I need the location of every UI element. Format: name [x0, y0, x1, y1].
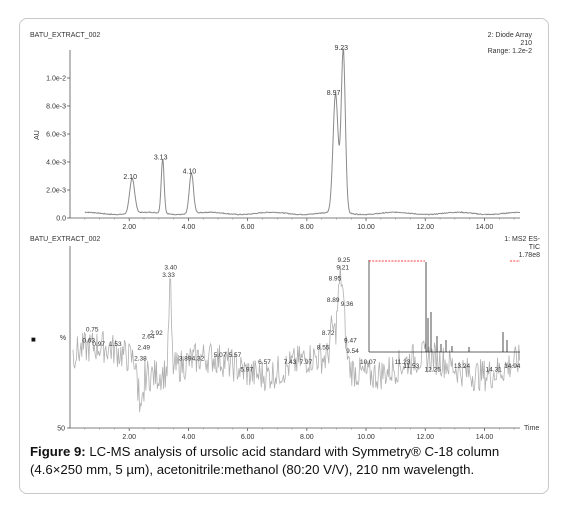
peak-label: 3.33: [162, 272, 175, 279]
y-tick-label: 2.0e-3: [46, 188, 66, 195]
bottom-peak-labels: 0.63 0.75 0.97 1.53 2.38 2.49 2.642.92 3.333.40…: [82, 257, 520, 373]
x-tick-label: 14.00: [476, 434, 494, 441]
x-tick-label: 14.00: [476, 224, 494, 231]
peak-label: 9.54: [346, 348, 359, 355]
peak-label: 9.47: [344, 337, 357, 344]
caption-text: LC-MS analysis of ursolic acid standard …: [30, 444, 500, 477]
top-detector-line-1: 2: Diode Array: [488, 32, 533, 39]
peak-label: 6.57: [258, 359, 271, 366]
peak-label: 14.94: [504, 363, 521, 370]
figure-caption: Figure 9: LC-MS analysis of ursolic acid…: [30, 443, 546, 479]
peak-label: 2.92: [150, 330, 163, 337]
peak-label: 9.21: [336, 264, 349, 271]
peak-label: 1.53: [109, 341, 122, 348]
peak-label: 2.64: [142, 334, 155, 341]
bottom-detector-line-3: 1.78e8: [519, 252, 541, 259]
y-tick-label: 0.0: [56, 216, 66, 223]
peak-label: 0.97: [92, 341, 105, 348]
ms-spectrum-inset: [368, 260, 520, 353]
peak-label: 12.25: [425, 366, 442, 373]
peak-label: 0.63: [82, 337, 95, 344]
figure-frame: [19, 18, 549, 494]
x-tick-label: 2.00: [122, 434, 136, 441]
top-panel-uv-chromatogram: BATU_EXTRACT_002 2: Diode Array 210 Rang…: [30, 32, 532, 231]
caption-label: Figure 9:: [30, 444, 86, 459]
x-tick-label: 2.00: [122, 224, 136, 231]
peak-label: 3.89: [179, 355, 192, 362]
bottom-panel-label: BATU_EXTRACT_002: [30, 236, 100, 243]
peak-label: 2.38: [134, 355, 147, 362]
bottom-y-ticks: 50: [57, 426, 70, 433]
peak-label: 11.23: [395, 359, 411, 366]
y-tick-label: 4.0e-3: [46, 160, 66, 167]
peak-label: 5.97: [240, 366, 253, 373]
x-tick-label: 10.00: [357, 224, 375, 231]
bottom-detector-line-2: TIC: [529, 244, 540, 251]
peak-label: 0.75: [86, 326, 99, 333]
top-y-ticks: 0.0 2.0e-3 4.0e-3 6.0e-3 8.0e-3 1.0e-2: [46, 76, 70, 223]
y-tick-label: 8.0e-3: [46, 104, 66, 111]
peak-label: 3.40: [164, 264, 177, 271]
bottom-y-axis-label: %: [60, 335, 66, 342]
peak-label: 4.32: [192, 355, 205, 362]
y-tick-label: 6.0e-3: [46, 132, 66, 139]
peak-label: 14.31: [486, 366, 503, 373]
x-tick-label: 6.00: [241, 434, 255, 441]
top-peak-labels: 2.10 3.13 4.10 8.97 9.23: [123, 45, 348, 181]
y-tick-label: 1.0e-2: [46, 76, 66, 83]
x-tick-label: 6.00: [241, 224, 255, 231]
bottom-panel-ms-tic: BATU_EXTRACT_002 1: MS2 ES- TIC 1.78e8 ■…: [30, 236, 541, 441]
peak-label: 7.43: [284, 359, 297, 366]
peak-label: 9.25: [338, 257, 351, 264]
peak-label: 9.23: [334, 45, 348, 52]
x-tick-label: 8.00: [300, 434, 314, 441]
bottom-x-ticks: 2.00 4.00 6.00 8.00 10.00 12.00 14.00: [84, 428, 515, 441]
peak-label: 8.89: [327, 297, 340, 304]
top-y-axis-label: AU: [34, 130, 41, 140]
peak-label: 8.97: [327, 90, 341, 97]
peak-label: 8.55: [317, 345, 330, 352]
top-panel-label: BATU_EXTRACT_002: [30, 32, 100, 39]
top-detector-line-2: 210: [520, 40, 532, 47]
x-tick-label: 4.00: [182, 434, 196, 441]
peak-label: 2.49: [137, 345, 150, 352]
x-tick-label: 12.00: [416, 434, 434, 441]
peak-label: 8.72: [322, 330, 335, 337]
peak-label: 3.13: [154, 154, 168, 161]
peak-label: 11.53: [403, 363, 419, 370]
peak-label: 2.10: [123, 174, 137, 181]
peak-label: 9.36: [341, 301, 354, 308]
peak-label: 7.97: [300, 359, 313, 366]
top-x-ticks: 2.00 4.00 6.00 8.00 10.00 12.00 14.00: [84, 218, 515, 231]
peak-label: 4.10: [183, 168, 197, 175]
x-tick-label: 10.00: [357, 434, 375, 441]
x-tick-label: 8.00: [300, 224, 314, 231]
bottom-x-axis-label: Time: [524, 425, 539, 432]
peak-label: 8.95: [329, 275, 342, 282]
tic-trace-line: [72, 265, 521, 413]
peak-label: 13.24: [454, 363, 471, 370]
x-tick-label: 12.00: [416, 224, 434, 231]
top-detector-line-3: Range: 1.2e-2: [488, 48, 532, 55]
peak-label: 5.07: [214, 352, 227, 359]
bottom-detector-line-1: 1: MS2 ES-: [504, 236, 540, 243]
peak-label: 10.07: [360, 359, 377, 366]
peak-label: 5.57: [229, 352, 242, 359]
bottom-marker-square: ■: [31, 335, 36, 344]
x-tick-label: 4.00: [182, 224, 196, 231]
uv-trace-line: [84, 47, 521, 216]
y-tick-label: 50: [57, 426, 65, 433]
